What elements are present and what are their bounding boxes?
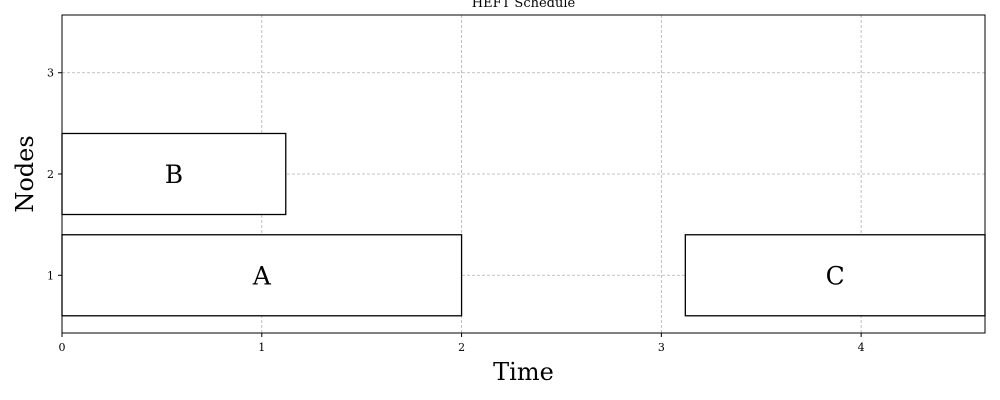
x-tick-label: 0 <box>59 341 66 354</box>
task-bar-a <box>61 234 463 317</box>
task-bar-b <box>61 132 287 216</box>
task-bar-c <box>684 234 986 317</box>
task-label-a: A <box>252 261 272 290</box>
axis-ticks: 0 1 2 3 4 1 2 3 <box>47 67 865 354</box>
x-axis-label: Time <box>493 358 554 386</box>
y-tick-label: 2 <box>47 168 54 181</box>
y-tick-label: 1 <box>47 269 54 282</box>
x-tick-label: 4 <box>858 341 865 354</box>
x-tick-label: 3 <box>658 341 665 354</box>
chart-title: HEFT Schedule <box>472 0 576 11</box>
y-axis-label: Nodes <box>11 135 39 212</box>
task-label-c: C <box>826 261 845 290</box>
y-tick-label: 3 <box>47 67 54 80</box>
task-label-b: B <box>165 160 183 189</box>
x-tick-label: 1 <box>258 341 265 354</box>
task-bars: A B C <box>61 132 986 317</box>
x-tick-label: 2 <box>458 341 465 354</box>
